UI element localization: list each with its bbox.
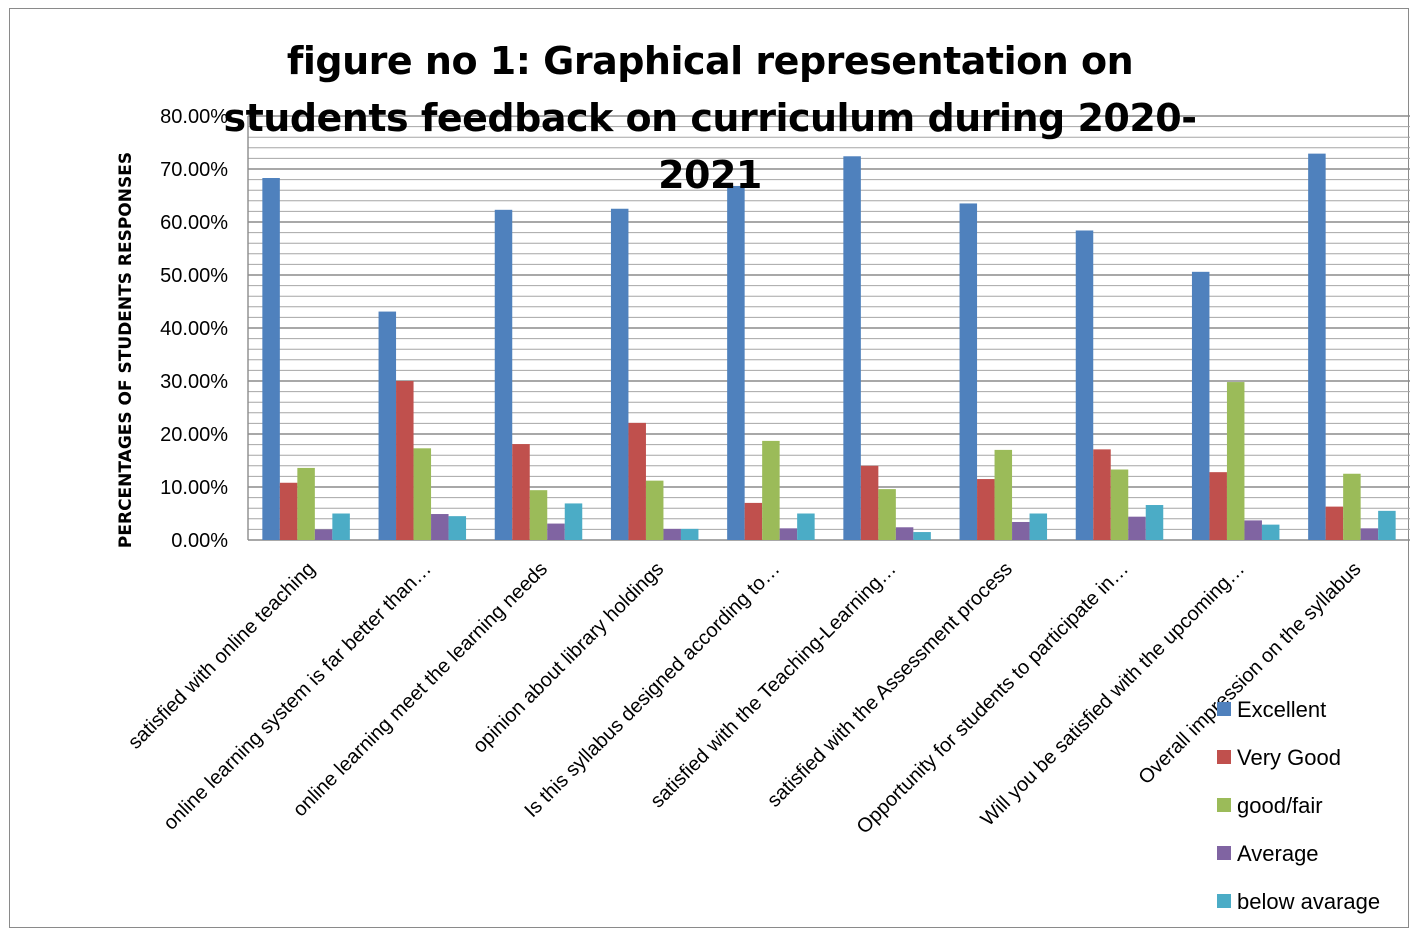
y-tick-label: 50.00% (160, 265, 228, 287)
x-category-label: Will you be satisfied with the upcoming… (977, 558, 1250, 831)
bar-very-good (396, 381, 414, 540)
bar-excellent (1075, 230, 1094, 541)
bar-excellent (494, 209, 513, 540)
y-tick-label: 30.00% (160, 371, 228, 393)
bar-below-avarage (1378, 510, 1396, 540)
legend-swatch (1217, 798, 1231, 812)
x-category-label: Is this syllabus designed according to… (520, 558, 784, 822)
bar-below-avarage (680, 528, 699, 540)
bar-very-good (744, 502, 763, 540)
bar-excellent (610, 208, 629, 540)
bar-very-good (977, 479, 995, 540)
legend-swatch (1217, 750, 1231, 764)
legend: Excellent Very Good good/fair Average below … (1217, 697, 1380, 914)
y-tick-label: 10.00% (160, 477, 228, 499)
y-tick-label: 20.00% (160, 424, 228, 446)
bar-excellent (1191, 271, 1210, 540)
bar-very-good (1209, 472, 1227, 540)
bar-good-fair (762, 440, 780, 540)
legend-swatch (1217, 846, 1231, 860)
bar-below-avarage (913, 532, 931, 540)
bar-average (1244, 520, 1262, 540)
bar-average (1012, 521, 1030, 540)
bar-average (779, 528, 798, 540)
bar-very-good (628, 422, 646, 540)
legend-label: Excellent (1237, 697, 1326, 722)
y-axis-title: PERCENTAGES OF STUDENTS RESPONSES (116, 152, 136, 548)
bar-below-avarage (1261, 524, 1280, 540)
x-category-label: opinion about library holdings (469, 558, 669, 758)
y-tick-label: 80.00% (160, 106, 228, 128)
bar-excellent (378, 311, 397, 540)
legend-swatch (1217, 702, 1231, 716)
bars (262, 153, 1396, 541)
x-category-label: Opportunity for students to participate … (853, 558, 1133, 838)
bar-very-good (512, 444, 530, 540)
bar-good-fair (297, 467, 315, 540)
bar-below-avarage (332, 513, 350, 540)
x-category-label: satisfied with the Assessment process (763, 558, 1017, 812)
bar-below-avarage (797, 513, 815, 540)
bar-average (1360, 528, 1379, 540)
bar-excellent (727, 185, 745, 540)
legend-label: Average (1237, 841, 1319, 866)
y-tick-label: 0.00% (171, 530, 228, 552)
legend-label: Very Good (1237, 745, 1341, 770)
bar-excellent (262, 178, 280, 540)
bar-good-fair (1343, 473, 1361, 540)
bar-very-good (860, 465, 879, 540)
x-category-label: satisfied with online teaching (124, 558, 320, 754)
bar-average (314, 529, 333, 540)
bar-very-good (279, 482, 298, 540)
bar-average (663, 528, 681, 540)
bar-good-fair (645, 480, 664, 540)
bar-good-fair (1110, 469, 1129, 540)
bar-below-avarage (1029, 513, 1048, 540)
bar-very-good (1325, 506, 1344, 540)
y-tick-label: 60.00% (160, 212, 228, 234)
bar-good-fair (878, 489, 896, 540)
bar-below-avarage (564, 503, 583, 540)
bar-good-fair (994, 449, 1013, 540)
legend-label: below avarage (1237, 889, 1380, 914)
bar-average (547, 523, 565, 540)
bar-average (431, 514, 449, 540)
bar-very-good (1093, 449, 1111, 540)
x-category-label: online learning system is far better tha… (159, 558, 436, 835)
bar-excellent (959, 203, 978, 540)
bar-good-fair (413, 448, 432, 540)
bar-good-fair (1226, 382, 1245, 540)
bar-average (895, 527, 914, 540)
chart-title: figure no 1: Graphical representation on… (223, 39, 1197, 197)
y-tick-label: 70.00% (160, 159, 228, 181)
bar-below-avarage (448, 516, 467, 540)
bar-good-fair (529, 490, 548, 540)
bar-excellent (1308, 153, 1326, 540)
bar-below-avarage (1145, 505, 1164, 540)
y-axis: 0.00% 10.00% 20.00% 30.00% 40.00% 50.00% 60.00… (160, 106, 249, 552)
x-category-label: online learning meet the learning needs (289, 558, 552, 821)
legend-label: good/fair (1237, 793, 1323, 818)
bar-average (1128, 516, 1146, 540)
y-tick-label: 40.00% (160, 318, 228, 340)
bar-excellent (843, 156, 861, 540)
legend-swatch (1217, 894, 1231, 908)
x-category-label: satisfied with the Teaching-Learning… (646, 558, 900, 812)
